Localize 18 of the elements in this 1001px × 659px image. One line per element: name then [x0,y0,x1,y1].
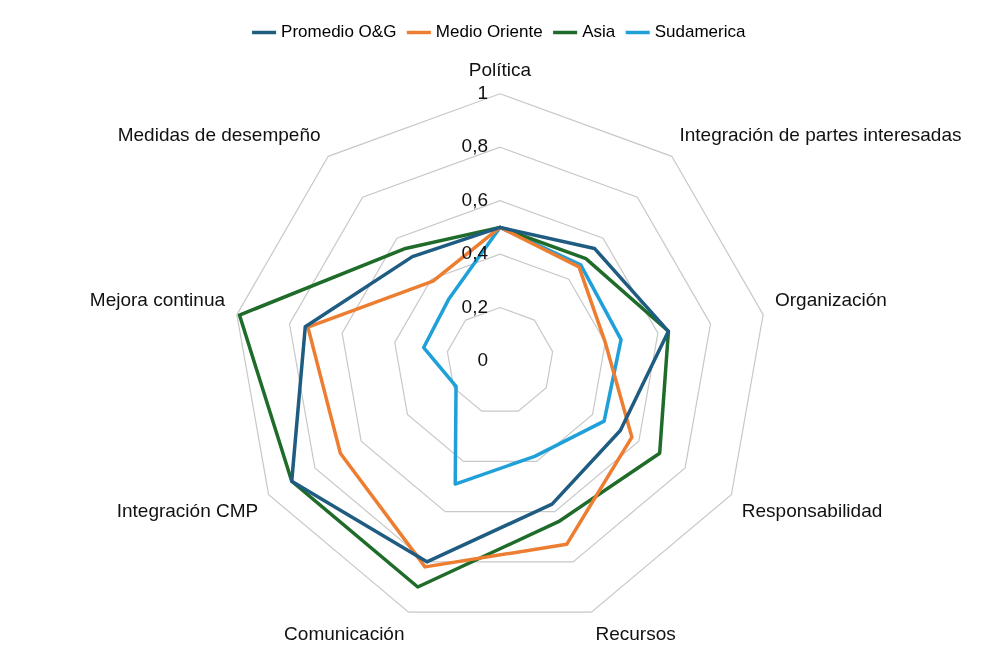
legend-label: Asia [582,22,616,42]
spoke-label: Comunicación [284,623,405,644]
y-tick-label: 0,8 [461,135,488,157]
legend-label: Sudamerica [654,22,746,42]
spoke-label: Política [468,58,532,80]
spoke-label: Responsabilidad [741,500,883,522]
spoke-label: Organización [774,289,887,311]
spoke-label: Mejora continua [89,289,226,311]
spoke-label: Integración CMP [116,500,259,522]
spoke-label: Integración de partes interesadas [679,123,962,145]
spoke-label: Medidas de desempeño [117,123,321,145]
legend-label: Promedio O&G [281,22,397,42]
y-tick-label: 0,2 [461,295,488,317]
legend-label: Medio Oriente [435,22,543,42]
y-tick-label: 1 [477,82,488,104]
y-tick-label: 0,6 [461,188,488,210]
y-tick-label: 0 [477,349,488,371]
spoke-label: Recursos [595,623,676,644]
